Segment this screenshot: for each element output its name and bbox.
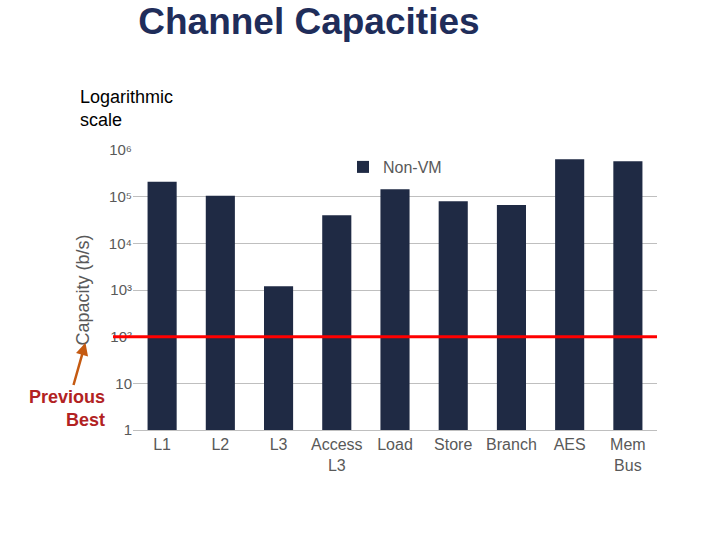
svg-text:MemBus: MemBus bbox=[610, 436, 646, 474]
svg-text:10⁴: 10⁴ bbox=[109, 235, 132, 252]
svg-text:Logarithmicscale: Logarithmicscale bbox=[80, 87, 173, 130]
svg-text:AES: AES bbox=[554, 436, 586, 453]
svg-text:AccessL3: AccessL3 bbox=[311, 436, 363, 474]
svg-text:Capacity (b/s): Capacity (b/s) bbox=[73, 234, 93, 345]
svg-text:1: 1 bbox=[124, 421, 132, 438]
svg-text:10²: 10² bbox=[110, 328, 132, 345]
svg-text:Store: Store bbox=[434, 436, 472, 453]
svg-text:PreviousBest: PreviousBest bbox=[29, 387, 105, 430]
svg-text:10⁵: 10⁵ bbox=[109, 188, 132, 205]
svg-text:L3: L3 bbox=[270, 436, 288, 453]
svg-text:Channel Capacities: Channel Capacities bbox=[138, 1, 479, 42]
svg-text:L1: L1 bbox=[153, 436, 171, 453]
svg-text:Load: Load bbox=[377, 436, 413, 453]
svg-text:10³: 10³ bbox=[110, 281, 132, 298]
svg-text:10: 10 bbox=[115, 375, 132, 392]
svg-text:Non-VM: Non-VM bbox=[383, 159, 442, 176]
svg-text:L2: L2 bbox=[211, 436, 229, 453]
svg-text:10⁶: 10⁶ bbox=[109, 141, 132, 158]
svg-text:Branch: Branch bbox=[486, 436, 537, 453]
